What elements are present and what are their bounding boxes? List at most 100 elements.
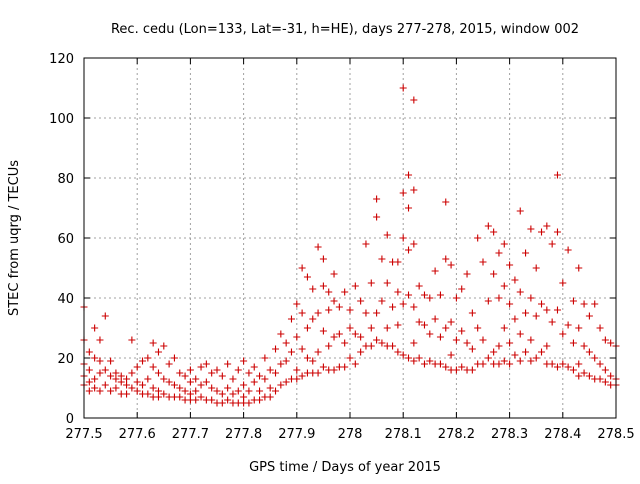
data-point: [538, 300, 546, 308]
data-point: [543, 306, 551, 314]
data-point: [319, 255, 327, 263]
data-point: [330, 297, 338, 305]
data-point: [208, 384, 216, 392]
data-point: [373, 309, 381, 317]
data-point: [181, 387, 189, 395]
data-point: [314, 369, 322, 377]
data-point: [527, 336, 535, 344]
data-point: [500, 240, 508, 248]
data-point: [553, 363, 561, 371]
data-point: [287, 315, 295, 323]
data-point: [357, 348, 365, 356]
data-point: [569, 366, 577, 374]
data-point: [309, 315, 317, 323]
data-point: [96, 357, 104, 365]
data-point: [240, 381, 248, 389]
x-tick-label: 278.4: [544, 427, 581, 442]
data-point: [197, 393, 205, 401]
data-point: [319, 282, 327, 290]
data-point: [426, 330, 434, 338]
data-point: [601, 336, 609, 344]
y-tick-label: 80: [57, 172, 74, 187]
data-point: [559, 330, 567, 338]
data-point: [591, 300, 599, 308]
data-point: [436, 333, 444, 341]
data-point: [357, 333, 365, 341]
data-point: [495, 249, 503, 257]
data-point: [516, 288, 524, 296]
data-point: [447, 351, 455, 359]
data-point: [596, 324, 604, 332]
data-point: [325, 288, 333, 296]
data-point: [149, 339, 157, 347]
data-point: [490, 228, 498, 236]
data-point: [426, 294, 434, 302]
data-point: [500, 357, 508, 365]
data-point: [192, 396, 200, 404]
data-point: [309, 357, 317, 365]
data-point: [245, 387, 253, 395]
y-tick-label: 0: [66, 412, 74, 427]
data-point: [468, 345, 476, 353]
data-point: [133, 363, 141, 371]
data-point: [298, 264, 306, 272]
data-point: [133, 387, 141, 395]
data-point: [107, 372, 115, 380]
data-point: [527, 357, 535, 365]
data-point: [569, 297, 577, 305]
data-point: [325, 342, 333, 350]
data-point: [591, 354, 599, 362]
x-tick-label: 277.5: [65, 427, 102, 442]
data-point: [479, 258, 487, 266]
data-point: [506, 300, 514, 308]
data-point: [176, 393, 184, 401]
data-point: [367, 279, 375, 287]
x-tick-label: 277.7: [172, 427, 209, 442]
data-point: [176, 384, 184, 392]
data-point: [522, 249, 530, 257]
data-point: [341, 363, 349, 371]
data-point: [218, 372, 226, 380]
data-point: [154, 387, 162, 395]
data-point: [197, 381, 205, 389]
data-point: [410, 186, 418, 194]
data-point: [415, 318, 423, 326]
data-point: [266, 366, 274, 374]
data-point: [479, 336, 487, 344]
data-point: [389, 303, 397, 311]
data-point: [607, 372, 615, 380]
data-point: [431, 315, 439, 323]
data-point: [516, 357, 524, 365]
data-point: [436, 360, 444, 368]
data-point: [186, 366, 194, 374]
data-point: [405, 354, 413, 362]
data-point: [128, 369, 136, 377]
data-point: [266, 384, 274, 392]
data-point: [96, 369, 104, 377]
data-point: [303, 273, 311, 281]
data-point: [224, 396, 232, 404]
data-point: [256, 387, 264, 395]
data-point: [378, 255, 386, 263]
data-point: [410, 339, 418, 347]
data-point: [543, 342, 551, 350]
data-point: [405, 171, 413, 179]
data-point: [107, 387, 115, 395]
data-point: [580, 300, 588, 308]
data-point: [298, 372, 306, 380]
data-point: [303, 324, 311, 332]
data-point: [596, 360, 604, 368]
data-point: [261, 354, 269, 362]
data-point: [123, 381, 131, 389]
data-point: [362, 309, 370, 317]
data-point: [442, 255, 450, 263]
x-tick-label: 277.8: [225, 427, 262, 442]
data-point: [351, 282, 359, 290]
data-point: [378, 339, 386, 347]
data-point: [399, 300, 407, 308]
data-point: [527, 225, 535, 233]
data-point: [553, 171, 561, 179]
data-point: [479, 360, 487, 368]
data-point: [516, 330, 524, 338]
data-point: [335, 330, 343, 338]
